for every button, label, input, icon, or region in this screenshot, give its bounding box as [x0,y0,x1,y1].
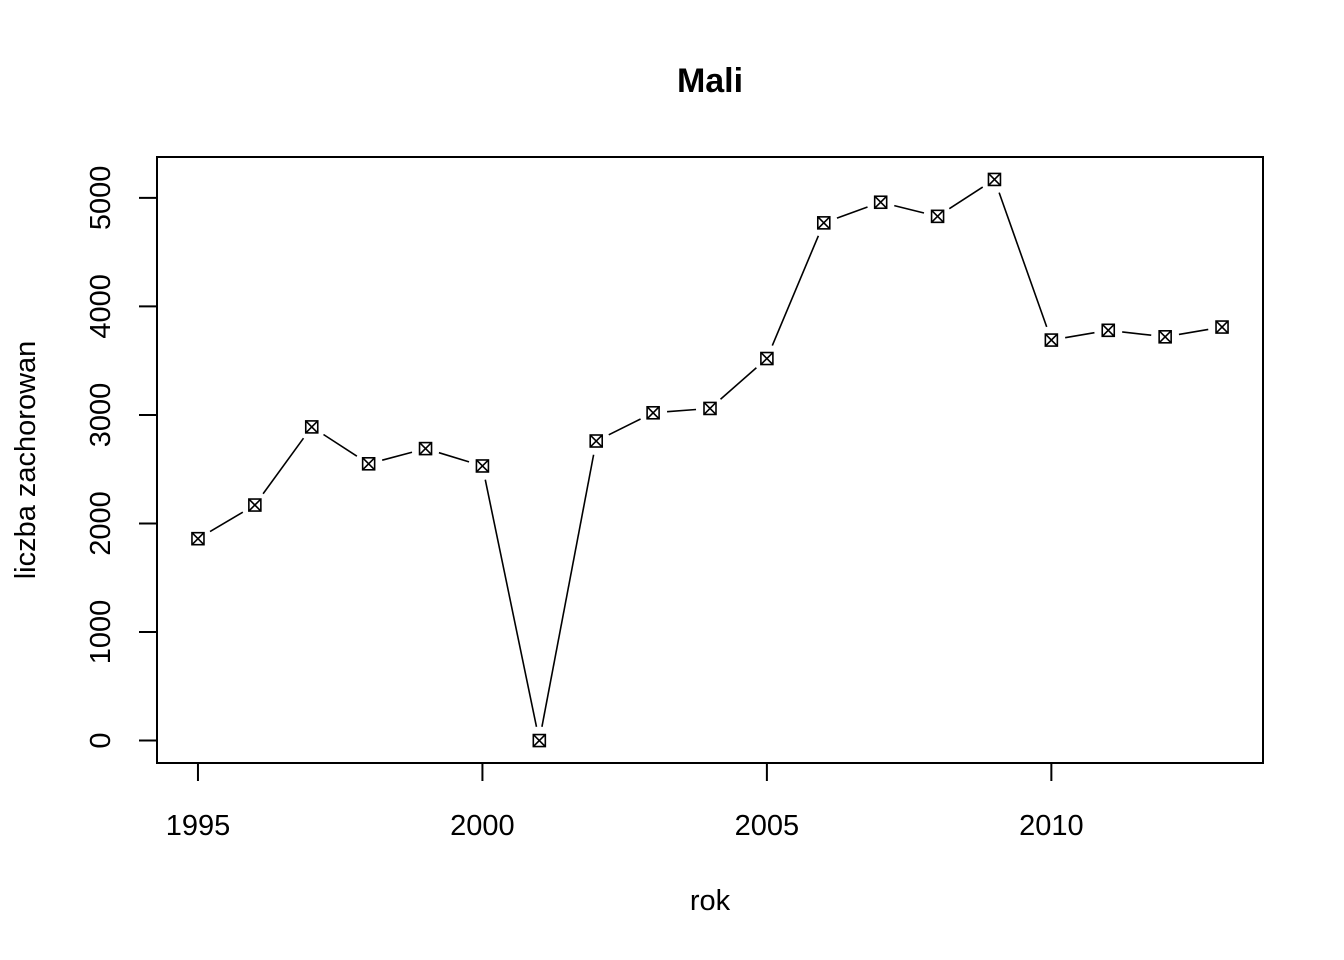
y-tick-label: 2000 [85,491,117,556]
data-point [248,498,262,512]
series-line-segment [484,479,538,728]
series-line-segment [209,511,244,533]
series-line-segment [1065,331,1095,339]
series-line-segment [1122,331,1152,337]
data-point [304,420,319,434]
series-line-segment [948,186,984,210]
y-axis: 0 1000 2000 3000 4000 5000 [85,166,158,749]
data-point [589,434,604,448]
y-tick-label: 1000 [85,600,117,665]
series-line-segment [608,418,641,436]
data-point [987,172,1002,187]
y-axis-label: liczba zachorowan [10,341,42,580]
series-line-segment [541,454,595,727]
x-axis: 1995 2000 2005 2010 [166,762,1084,842]
series-line-segment [1178,328,1209,336]
plot-frame [156,156,1264,764]
y-tick-label: 0 [85,732,117,748]
x-tick-label: 2000 [450,810,515,842]
series-line-segment [998,192,1048,328]
data-point [191,531,205,546]
series-line-segment [323,433,358,457]
data-point [475,459,490,473]
x-tick-label: 1995 [166,810,231,842]
data-point [646,405,660,420]
data-point [361,456,376,471]
data-point [873,195,888,210]
data-point [816,216,831,230]
y-tick-label: 5000 [85,166,117,231]
data-point [1158,330,1172,344]
data-point [532,733,547,748]
series-line-segment [381,451,413,461]
y-tick-label: 3000 [85,383,117,448]
data-point [760,351,774,366]
series-line-segment [719,367,757,400]
data-point [930,209,945,224]
x-tick-label: 2005 [735,810,800,842]
series-line-segment [438,451,470,463]
series-line-segment [894,204,925,214]
y-tick-label: 4000 [85,274,117,339]
data-point [1044,333,1059,347]
x-axis-label: rok [690,885,731,917]
series-layer [191,172,1229,748]
data-point [703,401,717,416]
series-line-segment [836,206,868,219]
chart-title: Mali [677,62,743,100]
data-point [1215,320,1229,334]
series-line-segment [667,408,697,413]
data-point [1101,323,1116,338]
series-line-segment [771,235,820,346]
x-tick-label: 2010 [1019,810,1084,842]
data-point [418,441,433,456]
series-line-segment [262,437,305,495]
